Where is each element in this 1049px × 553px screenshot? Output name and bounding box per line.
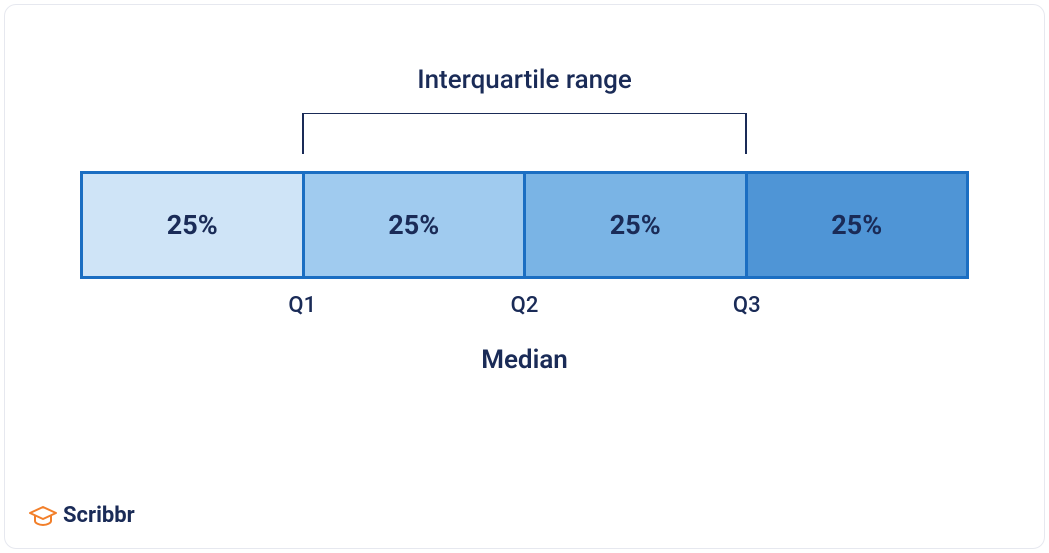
segment-4: 25% <box>748 174 967 276</box>
brand-name: Scribbr <box>63 503 135 528</box>
q2-label: Q2 <box>511 293 539 318</box>
graduation-cap-icon <box>29 505 57 527</box>
segment-3: 25% <box>526 174 748 276</box>
q3-label: Q3 <box>733 293 761 318</box>
brand-logo: Scribbr <box>29 503 135 528</box>
median-label: Median <box>80 345 969 375</box>
quartile-bar: 25% 25% 25% 25% <box>80 171 969 279</box>
quartile-labels-row: Q1 Q2 Q3 <box>80 293 969 323</box>
card-container: Interquartile range 25% 25% 25% 25% Q1 Q… <box>4 4 1045 549</box>
bracket-wrap <box>80 113 969 153</box>
iqr-diagram: Interquartile range 25% 25% 25% 25% Q1 Q… <box>80 65 969 375</box>
top-label: Interquartile range <box>80 65 969 95</box>
segment-2: 25% <box>305 174 527 276</box>
q1-label: Q1 <box>288 293 316 318</box>
segment-1: 25% <box>83 174 305 276</box>
iqr-bracket <box>302 113 747 153</box>
